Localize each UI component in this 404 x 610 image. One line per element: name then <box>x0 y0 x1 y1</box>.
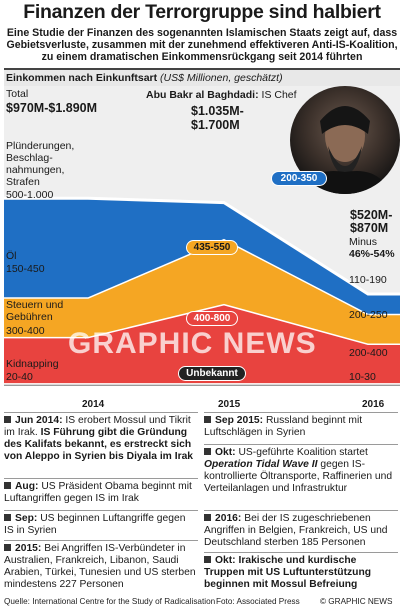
series-kidnapping-name: Kidnapping <box>6 358 59 370</box>
total-2014-label: Total <box>6 88 29 100</box>
total-2016-value-b: $870M <box>350 221 389 235</box>
area-öl <box>4 238 400 344</box>
series-looting-name: Plünderungen, Beschlag-nahmungen, Strafe… <box>6 140 75 188</box>
photo-role: IS Chef <box>261 89 297 101</box>
year-2015: 2015 <box>218 399 241 410</box>
chart-header-unit: (US$ Millionen, geschätzt) <box>160 72 283 84</box>
series-oil-2016: 200-250 <box>349 309 388 321</box>
year-2014: 2014 <box>82 399 105 410</box>
event-sep-2015: Sep 2015: Russland beginnt mit Luftschlä… <box>204 412 398 439</box>
series-oil-2014: 150-450 <box>6 263 45 275</box>
event-2015: 2015: Bei Angriffen IS-Verbündeter in Au… <box>4 540 198 591</box>
badge-taxes-2015: 400-800 <box>186 311 238 326</box>
event-okt-2016: Okt: Irakische und kurdische Truppen mit… <box>204 552 398 591</box>
footer-copyright: © GRAPHIC NEWS <box>320 597 393 606</box>
chart-header: Einkommen nach Einkunftsart (US$ Million… <box>4 68 400 88</box>
chart-header-label: Einkommen nach Einkunftsart <box>6 72 158 84</box>
badge-looting-2015: 200-350 <box>271 171 327 186</box>
series-taxes-2014: 300-400 <box>6 325 45 337</box>
event-jun-2014: Jun 2014: IS erobert Mossul und Tikrit i… <box>4 412 198 463</box>
event-aug-2014: Aug: US Präsident Obama beginnt mit Luft… <box>4 478 198 505</box>
series-oil-name: Öl <box>6 250 17 262</box>
area-plünderungen <box>4 198 400 314</box>
event-okt-2015: Okt: US-geführte Koalition startet Opera… <box>204 444 398 495</box>
area-steuern <box>4 303 400 384</box>
change-2016-label: Minus <box>349 236 378 248</box>
total-2014-value: $970M-$1.890M <box>6 101 98 115</box>
watermark: GRAPHIC NEWS <box>68 327 317 360</box>
footer-source: Quelle: International Centre for the Stu… <box>4 597 216 606</box>
series-looting-2016: 110-190 <box>349 274 387 286</box>
series-kidnapping-2014: 20-40 <box>6 371 33 383</box>
badge-kidnapping-2015: Unbekannt <box>178 366 246 381</box>
series-looting-2014: 500-1.000 <box>6 189 54 201</box>
series-taxes-2016: 200-400 <box>349 347 388 359</box>
event-sep-2014: Sep: US beginnen Luftangriffe gegen IS i… <box>4 510 198 537</box>
series-taxes-name: Steuern und Gebühren <box>6 299 64 323</box>
total-2015-value: $1.035M- <box>191 104 244 118</box>
area-edge-3 <box>4 196 400 296</box>
total-2015-value-b: $1.700M <box>191 118 240 132</box>
badge-oil-2015: 435-550 <box>186 240 238 255</box>
photo-caption: Abu Bakr al Baghdadi: IS Chef <box>146 89 297 101</box>
page-title: Finanzen der Terrorgruppe sind halbiert <box>23 1 381 23</box>
change-2016-value: 46%-54% <box>349 248 395 260</box>
event-2016: 2016: Bei der IS zugeschriebenen Angriff… <box>204 510 398 549</box>
series-kidnapping-2016: 10-30 <box>349 371 376 383</box>
photo-name: Abu Bakr al Baghdadi: <box>146 89 259 101</box>
total-2016-value: $520M- <box>350 208 393 222</box>
year-2016: 2016 <box>362 399 385 410</box>
footer-photo-credit: Foto: Associated Press <box>216 597 300 606</box>
subtitle: Eine Studie der Finanzen des sogenannten… <box>6 27 398 63</box>
